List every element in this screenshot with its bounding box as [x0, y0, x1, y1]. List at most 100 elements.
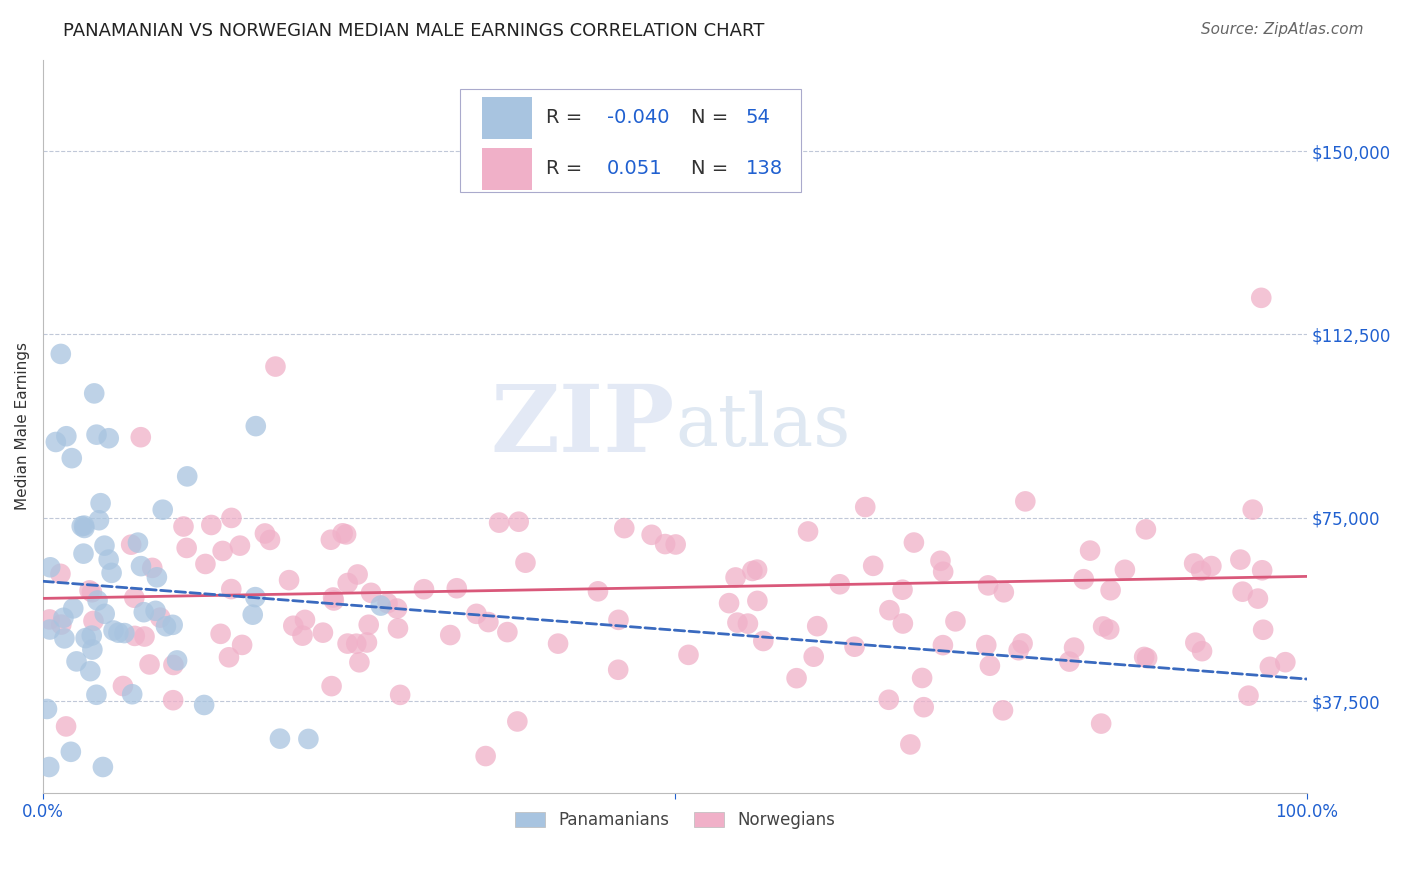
Point — [515, 556, 537, 570]
Point — [903, 535, 925, 549]
Point — [107, 625, 129, 640]
Point — [259, 533, 281, 547]
Point — [86, 688, 108, 702]
Point — [322, 593, 344, 607]
Point — [385, 601, 408, 615]
Point — [65, 654, 87, 668]
Point — [245, 590, 267, 604]
Point — [229, 539, 252, 553]
Point — [977, 578, 1000, 592]
Point — [141, 561, 163, 575]
Point — [862, 558, 884, 573]
Point — [607, 663, 630, 677]
Point — [828, 577, 851, 591]
Point — [853, 500, 876, 514]
Point — [38, 623, 60, 637]
Point — [127, 535, 149, 549]
Point — [93, 539, 115, 553]
Point — [209, 627, 232, 641]
Point — [138, 657, 160, 672]
Point — [377, 596, 399, 610]
Point — [294, 613, 316, 627]
Point — [678, 648, 700, 662]
Point — [97, 552, 120, 566]
Point — [60, 451, 83, 466]
Point — [1274, 655, 1296, 669]
Point — [346, 567, 368, 582]
Point — [91, 760, 114, 774]
Point — [124, 629, 146, 643]
Point — [488, 516, 510, 530]
Point — [253, 526, 276, 541]
Legend: Panamanians, Norwegians: Panamanians, Norwegians — [508, 805, 842, 836]
Point — [336, 637, 359, 651]
Point — [929, 554, 952, 568]
Text: 0.051: 0.051 — [607, 160, 662, 178]
Point — [53, 632, 76, 646]
Y-axis label: Median Male Earnings: Median Male Earnings — [15, 343, 30, 510]
Point — [121, 687, 143, 701]
Point — [741, 564, 763, 578]
Point — [413, 582, 436, 597]
Point — [70, 519, 93, 533]
Point — [155, 619, 177, 633]
Point — [278, 573, 301, 587]
Point — [49, 566, 72, 581]
Point — [786, 671, 808, 685]
Point — [242, 607, 264, 622]
Point — [129, 430, 152, 444]
Point — [439, 628, 461, 642]
Text: 54: 54 — [745, 108, 770, 128]
Point — [1232, 584, 1254, 599]
Point — [932, 565, 955, 579]
Point — [112, 626, 135, 640]
Point — [162, 617, 184, 632]
Point — [55, 429, 77, 443]
Point — [93, 607, 115, 621]
Point — [356, 635, 378, 649]
Point — [38, 760, 60, 774]
Point — [49, 347, 72, 361]
Point — [80, 585, 103, 599]
Point — [1247, 591, 1270, 606]
Point — [55, 719, 77, 733]
Point — [912, 700, 935, 714]
Point — [752, 634, 775, 648]
Point — [474, 749, 496, 764]
Text: ZIP: ZIP — [491, 381, 675, 471]
Point — [506, 714, 529, 729]
Point — [745, 563, 768, 577]
Text: 138: 138 — [745, 160, 783, 178]
Point — [496, 625, 519, 640]
Point — [1184, 635, 1206, 649]
Point — [152, 502, 174, 516]
Point — [120, 538, 142, 552]
Point — [62, 601, 84, 615]
Point — [52, 611, 75, 625]
Point — [891, 616, 914, 631]
Point — [465, 607, 488, 621]
Point — [1059, 655, 1081, 669]
Point — [1014, 494, 1036, 508]
Point — [1258, 660, 1281, 674]
Point — [508, 515, 530, 529]
Point — [245, 419, 267, 434]
Point — [370, 599, 392, 613]
Point — [477, 615, 499, 629]
Point — [1011, 636, 1033, 650]
Point — [1251, 623, 1274, 637]
Point — [166, 653, 188, 667]
Text: N =: N = — [692, 160, 735, 178]
Point — [86, 427, 108, 442]
Point — [82, 614, 104, 628]
Point — [797, 524, 820, 539]
Point — [974, 638, 997, 652]
Point — [100, 566, 122, 580]
Point — [269, 731, 291, 746]
Point — [162, 657, 184, 672]
Point — [73, 518, 96, 533]
Point — [1098, 623, 1121, 637]
Point — [312, 625, 335, 640]
Point — [344, 637, 367, 651]
Point — [59, 745, 82, 759]
